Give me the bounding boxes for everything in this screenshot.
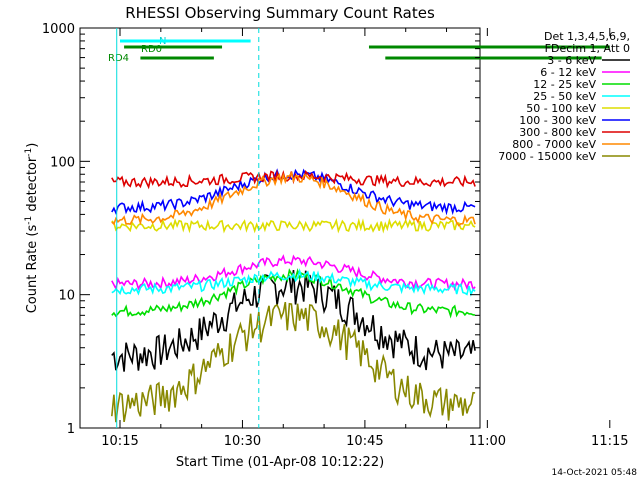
legend-label: 300 - 800 keV (519, 126, 596, 139)
timestamp: 14-Oct-2021 05:48 (552, 468, 638, 478)
series-line (111, 270, 476, 372)
axis-layer: 10:1510:3010:4511:0011:1511:3011:4511010… (42, 22, 629, 449)
x-tick-label: 10:30 (224, 434, 261, 449)
y-axis-title-exp2: -1 (24, 148, 34, 157)
series-line (111, 254, 476, 292)
legend-label: 12 - 25 keV (533, 78, 596, 91)
series-layer (111, 168, 476, 423)
x-tick-label: 11:15 (591, 434, 628, 449)
y-tick-label: 1 (67, 422, 75, 437)
legend-label: 6 - 12 keV (540, 66, 596, 79)
plot-area (79, 27, 481, 429)
x-tick-label: 11:00 (469, 434, 506, 449)
legend-label: 50 - 100 keV (526, 102, 596, 115)
x-tick-label: 10:45 (346, 434, 383, 449)
series-line (111, 268, 476, 297)
chart-title: RHESSI Observing Summary Count Rates (125, 4, 435, 22)
y-axis-title: Count Rate (s-1 detector-1) (24, 143, 40, 314)
y-axis-title-suffix: ) (25, 143, 40, 148)
plot-frame (79, 27, 481, 429)
flag-label-rd0: RD0 (141, 44, 162, 55)
svg-text:Count Rate (s-1 detector-1): Count Rate (s-1 detector-1) (24, 143, 40, 314)
legend-label: 25 - 50 keV (533, 90, 596, 103)
y-tick-label: 10 (58, 289, 75, 304)
legend-header-1: Det 1,3,4,5,6,9, (544, 30, 630, 43)
legend-label: 7000 - 15000 keV (498, 150, 596, 163)
legend-label: 100 - 300 keV (519, 114, 596, 127)
y-tick-label: 100 (50, 155, 75, 170)
x-tick-label: 10:15 (101, 434, 138, 449)
series-line (111, 267, 476, 319)
x-axis-title: Start Time (01-Apr-08 10:12:22) (176, 455, 384, 470)
legend-label: 3 - 6 keV (547, 54, 596, 67)
flag-label-rd4: RD4 (108, 53, 129, 64)
y-axis-title-exp1: -1 (24, 216, 34, 225)
legend-label: 800 - 7000 keV (512, 138, 596, 151)
series-line (111, 301, 476, 423)
y-axis-title-mid: detector (25, 156, 40, 216)
legend-header-2: FDecim 1, Att 0 (545, 42, 630, 55)
series-line (111, 217, 476, 234)
y-tick-label: 1000 (42, 22, 75, 37)
vline-layer (116, 28, 260, 428)
y-axis-title-prefix: Count Rate (s (25, 225, 40, 314)
legend: Det 1,3,4,5,6,9, FDecim 1, Att 0 3 - 6 k… (498, 30, 630, 163)
flag-layer: N RD0 RD4 (108, 36, 610, 64)
series-line (111, 171, 476, 227)
